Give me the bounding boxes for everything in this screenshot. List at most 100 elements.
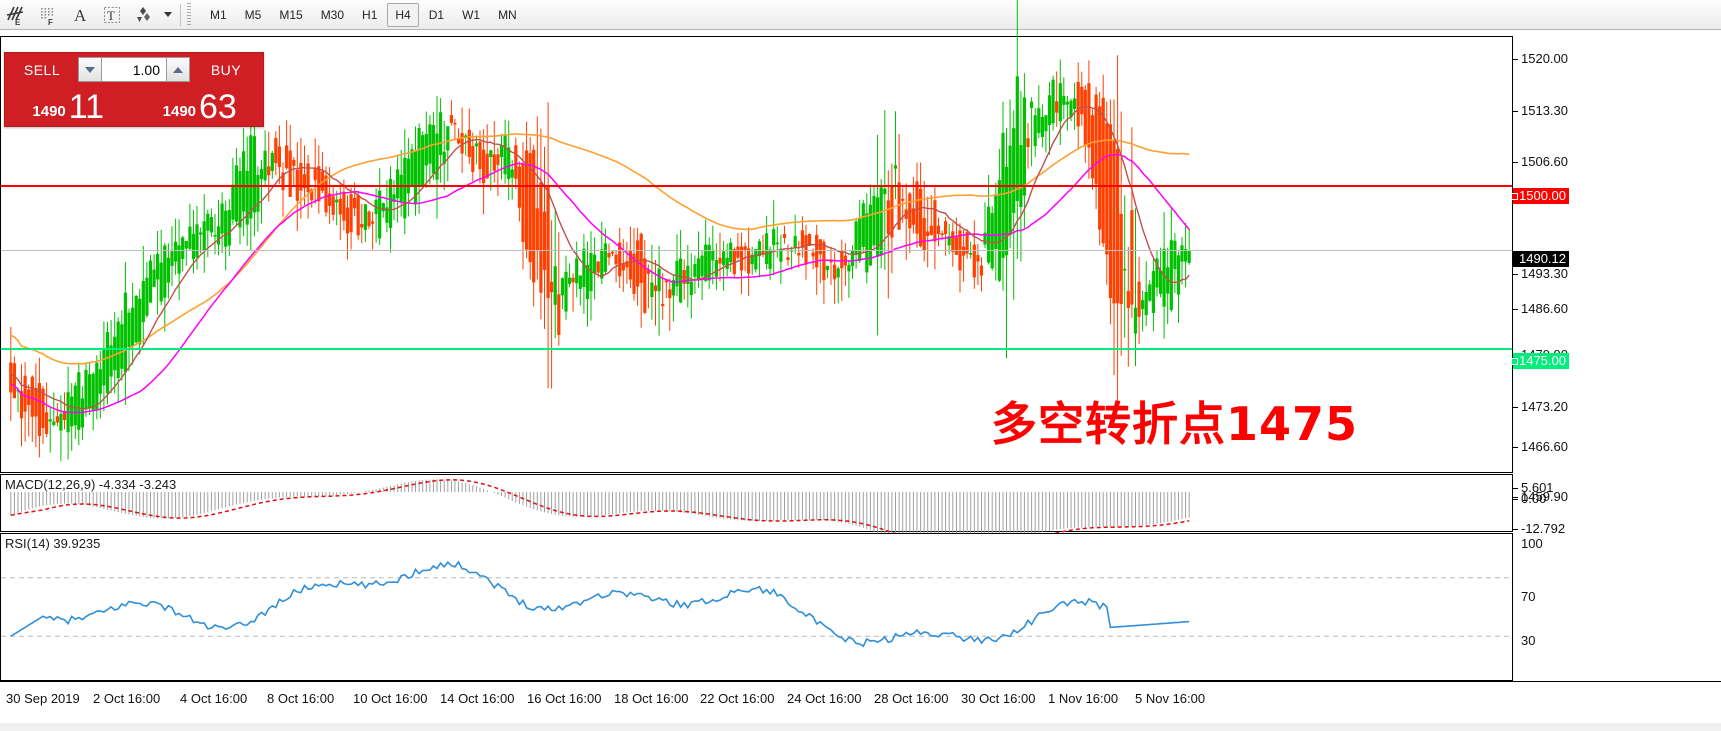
axis-tick: [1513, 309, 1518, 310]
time-axis-label: 10 Oct 16:00: [353, 691, 428, 706]
price-axis-label: 1466.60: [1521, 439, 1568, 454]
price-badge-black[interactable]: 1490.12: [1513, 251, 1569, 267]
time-axis-label: 24 Oct 16:00: [787, 691, 862, 706]
macd-panel[interactable]: MACD(12,26,9) -4.334 -3.243: [0, 474, 1513, 554]
volume-increase-button[interactable]: [166, 57, 190, 82]
buy-button[interactable]: BUY: [210, 61, 242, 78]
timeframe-m30[interactable]: M30: [320, 7, 345, 22]
sell-price[interactable]: 1490 11: [7, 83, 130, 125]
timeframe-h4[interactable]: H4: [387, 2, 419, 27]
axis-tick: [1513, 529, 1518, 530]
rsi-canvas: [1, 560, 1512, 648]
chevron-down-icon: [85, 66, 95, 73]
time-axis-label: 16 Oct 16:00: [527, 691, 602, 706]
price-badge-red[interactable]: 1500.00: [1513, 188, 1569, 204]
svg-text:E: E: [15, 18, 21, 26]
level-anchor-red[interactable]: [1511, 193, 1518, 200]
volume-stepper[interactable]: 1.00: [78, 57, 190, 82]
time-axis-label: 18 Oct 16:00: [614, 691, 689, 706]
macd-axis-label: -12.792: [1521, 521, 1566, 536]
axis-tick: [1513, 274, 1518, 275]
trade-panel-prices: 1490 11 1490 63: [5, 83, 263, 127]
rsi-axis-label: 30: [1521, 633, 1536, 648]
time-axis-label: 22 Oct 16:00: [700, 691, 775, 706]
time-axis-label: 30 Oct 16:00: [961, 691, 1036, 706]
indicators-icon[interactable]: E: [0, 1, 32, 29]
axis-tick: [1513, 499, 1518, 500]
timeframe-h1[interactable]: H1: [362, 7, 378, 22]
buy-price-digits: 63: [199, 88, 237, 126]
objects-icon[interactable]: [128, 1, 160, 29]
text-icon[interactable]: A: [64, 1, 96, 29]
macd-canvas: [10, 479, 1190, 554]
price-axis-label: 1520.00: [1521, 51, 1568, 66]
time-axis-label: 28 Oct 16:00: [874, 691, 949, 706]
rsi-axis-label: 70: [1521, 589, 1536, 604]
timeframe-mn[interactable]: MN: [498, 7, 517, 22]
axis-tick: [1513, 59, 1518, 60]
current-price-line: [1, 250, 1512, 252]
time-axis-label: 1 Nov 16:00: [1048, 691, 1119, 706]
price-axis-label: 1486.60: [1521, 301, 1568, 316]
price-axis-label: 1513.30: [1521, 103, 1568, 118]
crosshair-grid-icon[interactable]: F: [32, 1, 64, 29]
timeframe-group: M1 M5 M15 M30 H1 H4 D1 W1 MN: [201, 2, 526, 27]
timeframe-d1[interactable]: D1: [428, 7, 445, 22]
macd-label: MACD(12,26,9) -4.334 -3.243: [5, 477, 177, 492]
rsi-axis-label: 100: [1521, 536, 1543, 551]
svg-text:A: A: [74, 6, 87, 25]
time-axis-label: 5 Nov 16:00: [1135, 691, 1206, 706]
support-line-1475[interactable]: [1, 347, 1512, 350]
macd-axis-label: 5.601: [1521, 480, 1554, 495]
timeframe-m5[interactable]: M5: [244, 7, 262, 22]
rsi-panel[interactable]: RSI(14) 39.9235: [0, 533, 1513, 681]
axis-tick: [1513, 407, 1518, 408]
axis-tick: [1513, 497, 1518, 498]
trade-panel-header: SELL 1.00 BUY: [5, 53, 263, 83]
trade-price-divider: [132, 83, 136, 125]
status-bar: [0, 723, 1721, 731]
chart-toolbar: E F A T: [0, 0, 1721, 30]
time-axis[interactable]: 30 Sep 2019 2 Oct 16:00 4 Oct 16:00 8 Oct 1…: [0, 681, 1721, 731]
one-click-trading-panel[interactable]: SELL 1.00 BUY 1490 11 1490 63: [4, 52, 264, 127]
timeframe-w1[interactable]: W1: [462, 7, 481, 22]
volume-input[interactable]: 1.00: [102, 57, 166, 82]
timeframe-m15[interactable]: M15: [279, 7, 303, 22]
price-axis-label: 1506.60: [1521, 154, 1568, 169]
svg-text:T: T: [107, 8, 115, 23]
resistance-line-1500[interactable]: [1, 185, 1512, 188]
svg-text:F: F: [48, 18, 53, 26]
time-axis-label: 30 Sep 2019: [6, 691, 80, 706]
axis-tick: [1513, 488, 1518, 489]
time-axis-label: 14 Oct 16:00: [440, 691, 515, 706]
time-axis-label: 2 Oct 16:00: [93, 691, 161, 706]
level-anchor-green[interactable]: [1511, 358, 1518, 365]
price-axis-label: 1459.90: [1521, 489, 1568, 504]
toolbar-separator: [180, 3, 181, 26]
price-axis[interactable]: 1520.001513.301506.601493.301486.601479.…: [1511, 36, 1721, 681]
chevron-up-icon: [173, 66, 183, 73]
buy-price[interactable]: 1490 63: [139, 83, 262, 125]
text-label-icon[interactable]: T: [96, 1, 128, 29]
price-axis-label: 1493.30: [1521, 266, 1568, 281]
axis-tick: [1513, 162, 1518, 163]
axis-tick: [1513, 111, 1518, 112]
axis-tick: [1513, 447, 1518, 448]
buy-price-prefix: 1490: [162, 103, 197, 120]
sell-price-prefix: 1490: [32, 103, 66, 120]
toolbar-grip[interactable]: [187, 2, 195, 27]
volume-decrease-button[interactable]: [78, 57, 102, 82]
timeframe-m1[interactable]: M1: [210, 7, 227, 22]
price-axis-label: 1473.20: [1521, 399, 1568, 414]
sell-button[interactable]: SELL: [23, 61, 61, 78]
chart-annotation-text: 多空转折点1475: [991, 397, 1359, 451]
price-chart-canvas: [9, 0, 1191, 462]
price-badge-green[interactable]: 1475.00: [1513, 353, 1569, 369]
sell-price-digits: 11: [68, 88, 105, 126]
macd-axis-label: 0.00: [1521, 491, 1547, 506]
rsi-label: RSI(14) 39.9235: [5, 536, 101, 551]
time-axis-label: 8 Oct 16:00: [267, 691, 335, 706]
time-axis-label: 4 Oct 16:00: [180, 691, 248, 706]
objects-dropdown-icon[interactable]: [160, 1, 176, 29]
